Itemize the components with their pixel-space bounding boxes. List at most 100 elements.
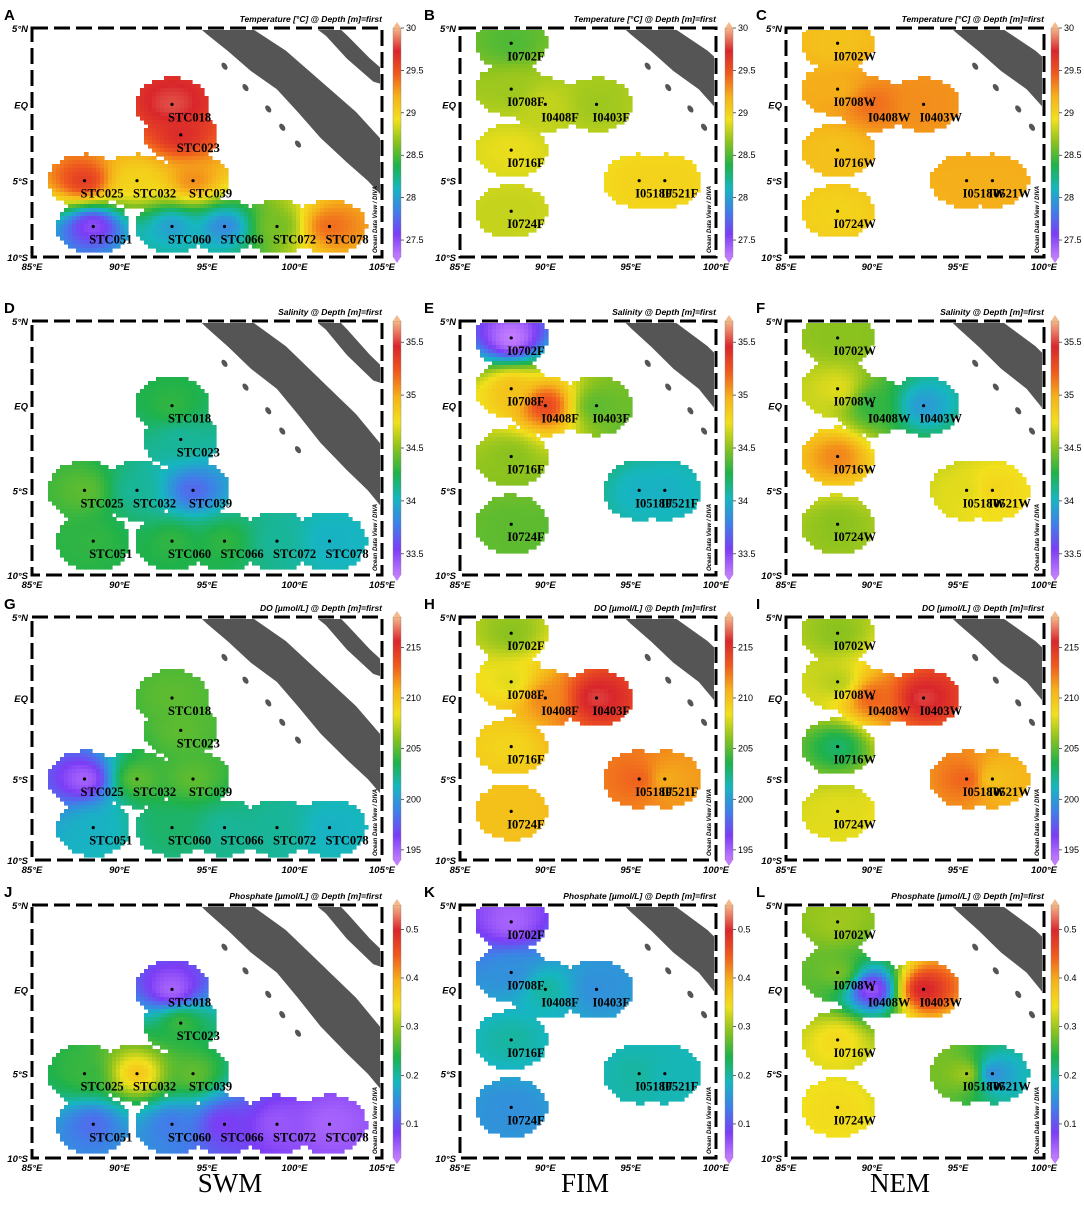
island (1015, 699, 1022, 707)
station-dot (509, 87, 513, 91)
station-dot (82, 179, 87, 183)
colorbar (1050, 616, 1060, 861)
station-dot (870, 404, 874, 408)
station-label: STC066 (221, 232, 264, 246)
colorbar-tick-label: 215 (738, 642, 753, 652)
lat-tick-label: 10°S (761, 856, 782, 867)
island (992, 83, 999, 92)
station-dot (965, 488, 969, 492)
station-label: STC032 (133, 496, 176, 510)
lat-tick-label: 5°S (13, 177, 29, 188)
watermark: Ocean Data View / DIVA (707, 1087, 713, 1154)
island (992, 676, 999, 684)
station-dot (990, 777, 995, 781)
station-dot (91, 826, 95, 830)
station-dot (509, 631, 513, 635)
station-dot (663, 1072, 667, 1076)
colorbar-tick-label: 27.5 (1064, 235, 1082, 245)
watermark: Ocean Data View / DIVA (707, 504, 713, 571)
lon-tick-label: 90°E (109, 262, 130, 273)
interpolated-field (476, 321, 701, 554)
interpolated-field (476, 28, 701, 237)
lat-tick-label: 5°N (12, 317, 29, 328)
island (294, 1029, 302, 1037)
lat-tick-label: EQ (768, 985, 782, 996)
station-dot (191, 777, 195, 781)
panel-title: DO [µmol/L] @ Depth [m]=first (260, 603, 383, 613)
panel-e: I0702F I0708F I0408F I0403F I0716F I0518FI052… (424, 300, 756, 591)
station-label: I0518F (635, 496, 673, 510)
map-area (48, 905, 382, 1154)
station-dot (275, 224, 279, 229)
lon-tick-label: 95°E (197, 262, 218, 273)
panel-h: I0702F I0708F I0408F I0403F I0716F I0518FI052… (424, 596, 753, 876)
lat-tick-label: 10°S (7, 856, 28, 867)
colorbar-tick-label: 205 (406, 744, 421, 754)
station-label: STC078 (326, 547, 369, 561)
lon-tick-label: 85°E (776, 1163, 797, 1174)
colorbar-tick-label: 34 (406, 496, 416, 506)
station-label: I0403W (920, 412, 963, 426)
station-label: I0403W (920, 704, 963, 718)
lon-tick-label: 90°E (862, 262, 883, 273)
station-dot (179, 728, 183, 733)
map-area (802, 321, 1044, 554)
colorbar-bottom-arrow (725, 257, 733, 263)
lon-tick-label: 85°E (776, 865, 797, 876)
lon-tick-label: 100°E (282, 865, 309, 876)
colorbar-tick-label: 28 (1064, 193, 1074, 203)
colorbar-tick-label: 195 (1064, 845, 1079, 855)
lat-tick-label: EQ (768, 100, 782, 111)
station-dot (836, 387, 840, 391)
landmass (315, 617, 382, 677)
lat-tick-label: 5°S (441, 775, 457, 786)
station-label: STC066 (221, 834, 264, 848)
lon-tick-label: 90°E (862, 865, 883, 876)
station-label: STC072 (273, 232, 316, 246)
station-label: STC078 (326, 232, 369, 246)
lat-tick-label: 10°S (435, 856, 456, 867)
map-frame-bg (458, 26, 718, 259)
lon-tick-label: 95°E (620, 1163, 641, 1174)
station-label: STC060 (168, 834, 211, 848)
station-label: STC066 (221, 547, 264, 561)
colorbar-tick-label: 0.4 (406, 973, 419, 983)
station-label: I0408W (868, 995, 911, 1009)
island (687, 105, 694, 113)
station-label: I0708W (834, 978, 877, 992)
colorbar-bottom-arrow (393, 860, 401, 866)
island (972, 62, 979, 70)
station-label: I0403W (920, 110, 963, 124)
station-label: STC023 (177, 736, 220, 750)
panel-title: Phosphate [µmol/L] @ Depth [m]=first (563, 891, 717, 901)
colorbar-tick-label: 27.5 (406, 235, 424, 245)
colorbar-tick-label: 29.5 (406, 65, 424, 75)
colorbar (392, 616, 402, 861)
landmass (950, 28, 1044, 109)
lat-tick-label: 5°N (440, 317, 457, 328)
lon-tick-label: 95°E (620, 865, 641, 876)
station-dot (836, 87, 840, 91)
lat-tick-label: EQ (14, 694, 28, 705)
lat-tick-label: 5°S (441, 1070, 457, 1081)
island (1015, 105, 1022, 113)
colorbar (1050, 27, 1060, 258)
island (700, 427, 708, 435)
colorbar-tick-label: 28.5 (738, 150, 756, 160)
lat-tick-label: 5°S (767, 1070, 783, 1081)
station-dot (509, 454, 513, 459)
station-label: I0408F (541, 412, 579, 426)
station-dot (509, 1038, 513, 1042)
lon-tick-label: 105°E (369, 1163, 396, 1174)
map-area (48, 617, 382, 858)
lon-tick-label: 90°E (535, 1163, 556, 1174)
station-label: STC060 (168, 547, 211, 561)
landmass (950, 321, 1044, 411)
station-dot (509, 920, 513, 924)
colorbar-top-arrow (725, 611, 733, 617)
station-label: I0518W (963, 496, 1006, 510)
lat-tick-label: EQ (442, 694, 456, 705)
island (265, 699, 272, 707)
station-dot (836, 745, 840, 749)
